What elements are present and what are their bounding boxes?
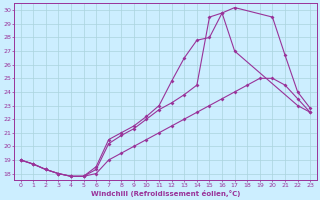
X-axis label: Windchill (Refroidissement éolien,°C): Windchill (Refroidissement éolien,°C) xyxy=(91,190,240,197)
